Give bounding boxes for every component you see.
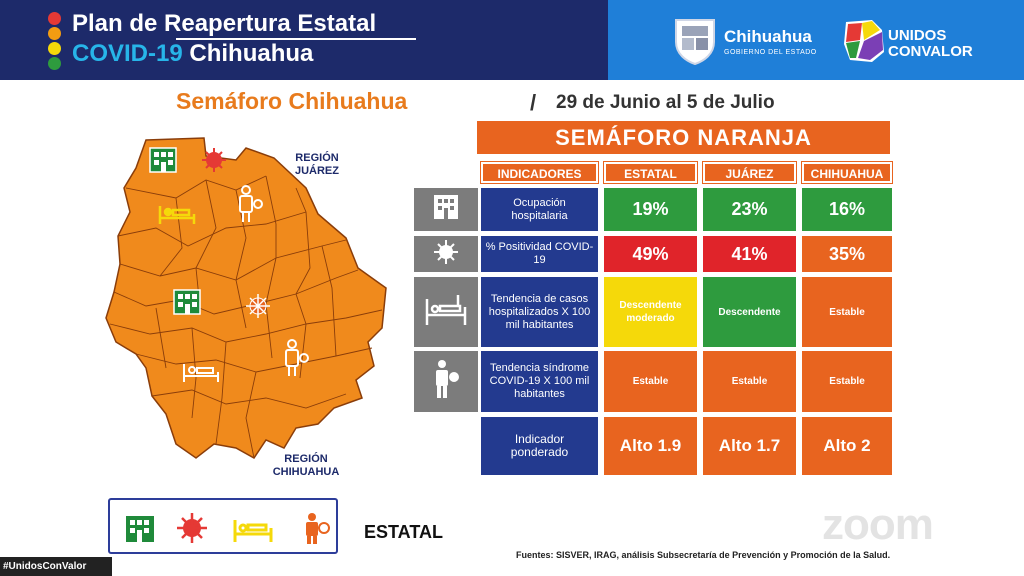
value-cell: Alto 2	[802, 417, 892, 475]
column-header-indicadores: INDICADORES	[480, 161, 599, 184]
indicator-label: Ocupación hospitalaria	[481, 188, 598, 231]
hashtag-label: #UnidosConValor	[0, 557, 112, 576]
convalor-label: CONVALOR	[888, 43, 973, 60]
traffic-light-green	[48, 57, 61, 70]
region-chihuahua-line2: CHIHUAHUA	[272, 466, 340, 478]
header-divider	[176, 38, 416, 40]
map-hospital-icon-north	[149, 147, 177, 173]
value-cell: Alto 1.7	[703, 417, 796, 475]
value-cell: Alto 1.9	[604, 417, 697, 475]
column-header-chihuahua: CHIHUAHUA	[801, 161, 893, 184]
header-bar: Plan de Reapertura Estatal COVID-19 Chih…	[0, 0, 1024, 80]
value-cell: 41%	[703, 236, 796, 272]
header-subtitle: COVID-19 Chihuahua	[72, 40, 313, 68]
zoom-watermark: zoom	[822, 500, 934, 549]
value-cell: Descendente moderado	[604, 277, 697, 347]
map-virus-icon-center	[246, 294, 270, 318]
semaforo-naranja-banner: SEMÁFORO NARANJA	[477, 121, 890, 154]
hospital-icon	[126, 516, 154, 542]
map-bed-icon-south	[183, 364, 219, 382]
row-icon-cell	[414, 188, 478, 231]
legend-box	[108, 498, 338, 554]
header-left-panel	[0, 0, 610, 80]
column-header-estatal: ESTATAL	[603, 161, 698, 184]
unidos-label: UNIDOS	[888, 27, 947, 44]
map-person-icon-south	[285, 339, 309, 376]
person-virus-icon	[306, 513, 330, 544]
virus-icon	[431, 237, 461, 272]
row-icon-cell	[414, 351, 478, 412]
region-chihuahua-label: REGIÓN CHIHUAHUA	[256, 453, 356, 479]
map-hospital-icon-center	[173, 289, 201, 315]
person-virus-icon	[430, 359, 462, 404]
region-chihuahua-line1: REGIÓN	[284, 453, 328, 465]
indicator-label: % Positividad COVID-19	[481, 236, 598, 272]
unidos-logo-icon	[844, 20, 884, 62]
hospital-bed-icon	[424, 293, 468, 332]
value-cell: Estable	[604, 351, 697, 412]
map-person-icon-north	[239, 185, 263, 222]
value-cell: Estable	[802, 351, 892, 412]
date-range: 29 de Junio al 5 de Julio	[556, 92, 775, 113]
gov-subtitle: GOBIERNO DEL ESTADO	[724, 49, 817, 56]
value-cell: 35%	[802, 236, 892, 272]
semaforo-title: Semáforo Chihuahua	[176, 88, 408, 114]
indicator-label: Tendencia de casos hospitalizados X 100 …	[481, 277, 598, 347]
map-bed-icon-north	[158, 206, 196, 224]
value-cell: 19%	[604, 188, 697, 231]
header-covid-label: COVID-19	[72, 40, 183, 67]
hospital-icon	[431, 192, 461, 227]
region-juarez-label: REGIÓN JUÁREZ	[282, 152, 352, 178]
row-icon-cell	[414, 277, 478, 347]
region-juarez-line2: JUÁREZ	[294, 165, 339, 177]
traffic-light-yellow	[48, 42, 61, 55]
indicator-label: Tendencia síndrome COVID-19 X 100 mil ha…	[481, 351, 598, 412]
header-state-label: Chihuahua	[189, 40, 314, 67]
region-juarez-line1: REGIÓN	[295, 152, 339, 164]
map-virus-icon-north	[202, 148, 226, 172]
title-separator: /	[530, 90, 537, 115]
header-right-panel	[608, 0, 1024, 80]
traffic-light-icon	[48, 12, 62, 72]
value-cell: 49%	[604, 236, 697, 272]
header-title: Plan de Reapertura Estatal	[72, 10, 377, 37]
traffic-light-orange	[48, 27, 61, 40]
column-header-juarez: JUÁREZ	[702, 161, 797, 184]
row-icon-cell	[414, 236, 478, 272]
legend-estatal-label: ESTATAL	[364, 522, 443, 542]
indicator-label: Indicador ponderado	[481, 417, 598, 475]
value-cell: Estable	[802, 277, 892, 347]
gov-name: Chihuahua	[724, 27, 812, 46]
value-cell: 23%	[703, 188, 796, 231]
sources-footnote: Fuentes: SISVER, IRAG, análisis Subsecre…	[516, 550, 891, 560]
chihuahua-map	[105, 137, 387, 459]
hospital-bed-icon	[233, 520, 273, 542]
state-shield-icon	[675, 19, 715, 66]
value-cell: Estable	[703, 351, 796, 412]
traffic-light-red	[48, 12, 61, 25]
virus-icon	[177, 513, 207, 543]
value-cell: 16%	[802, 188, 892, 231]
value-cell: Descendente	[703, 277, 796, 347]
